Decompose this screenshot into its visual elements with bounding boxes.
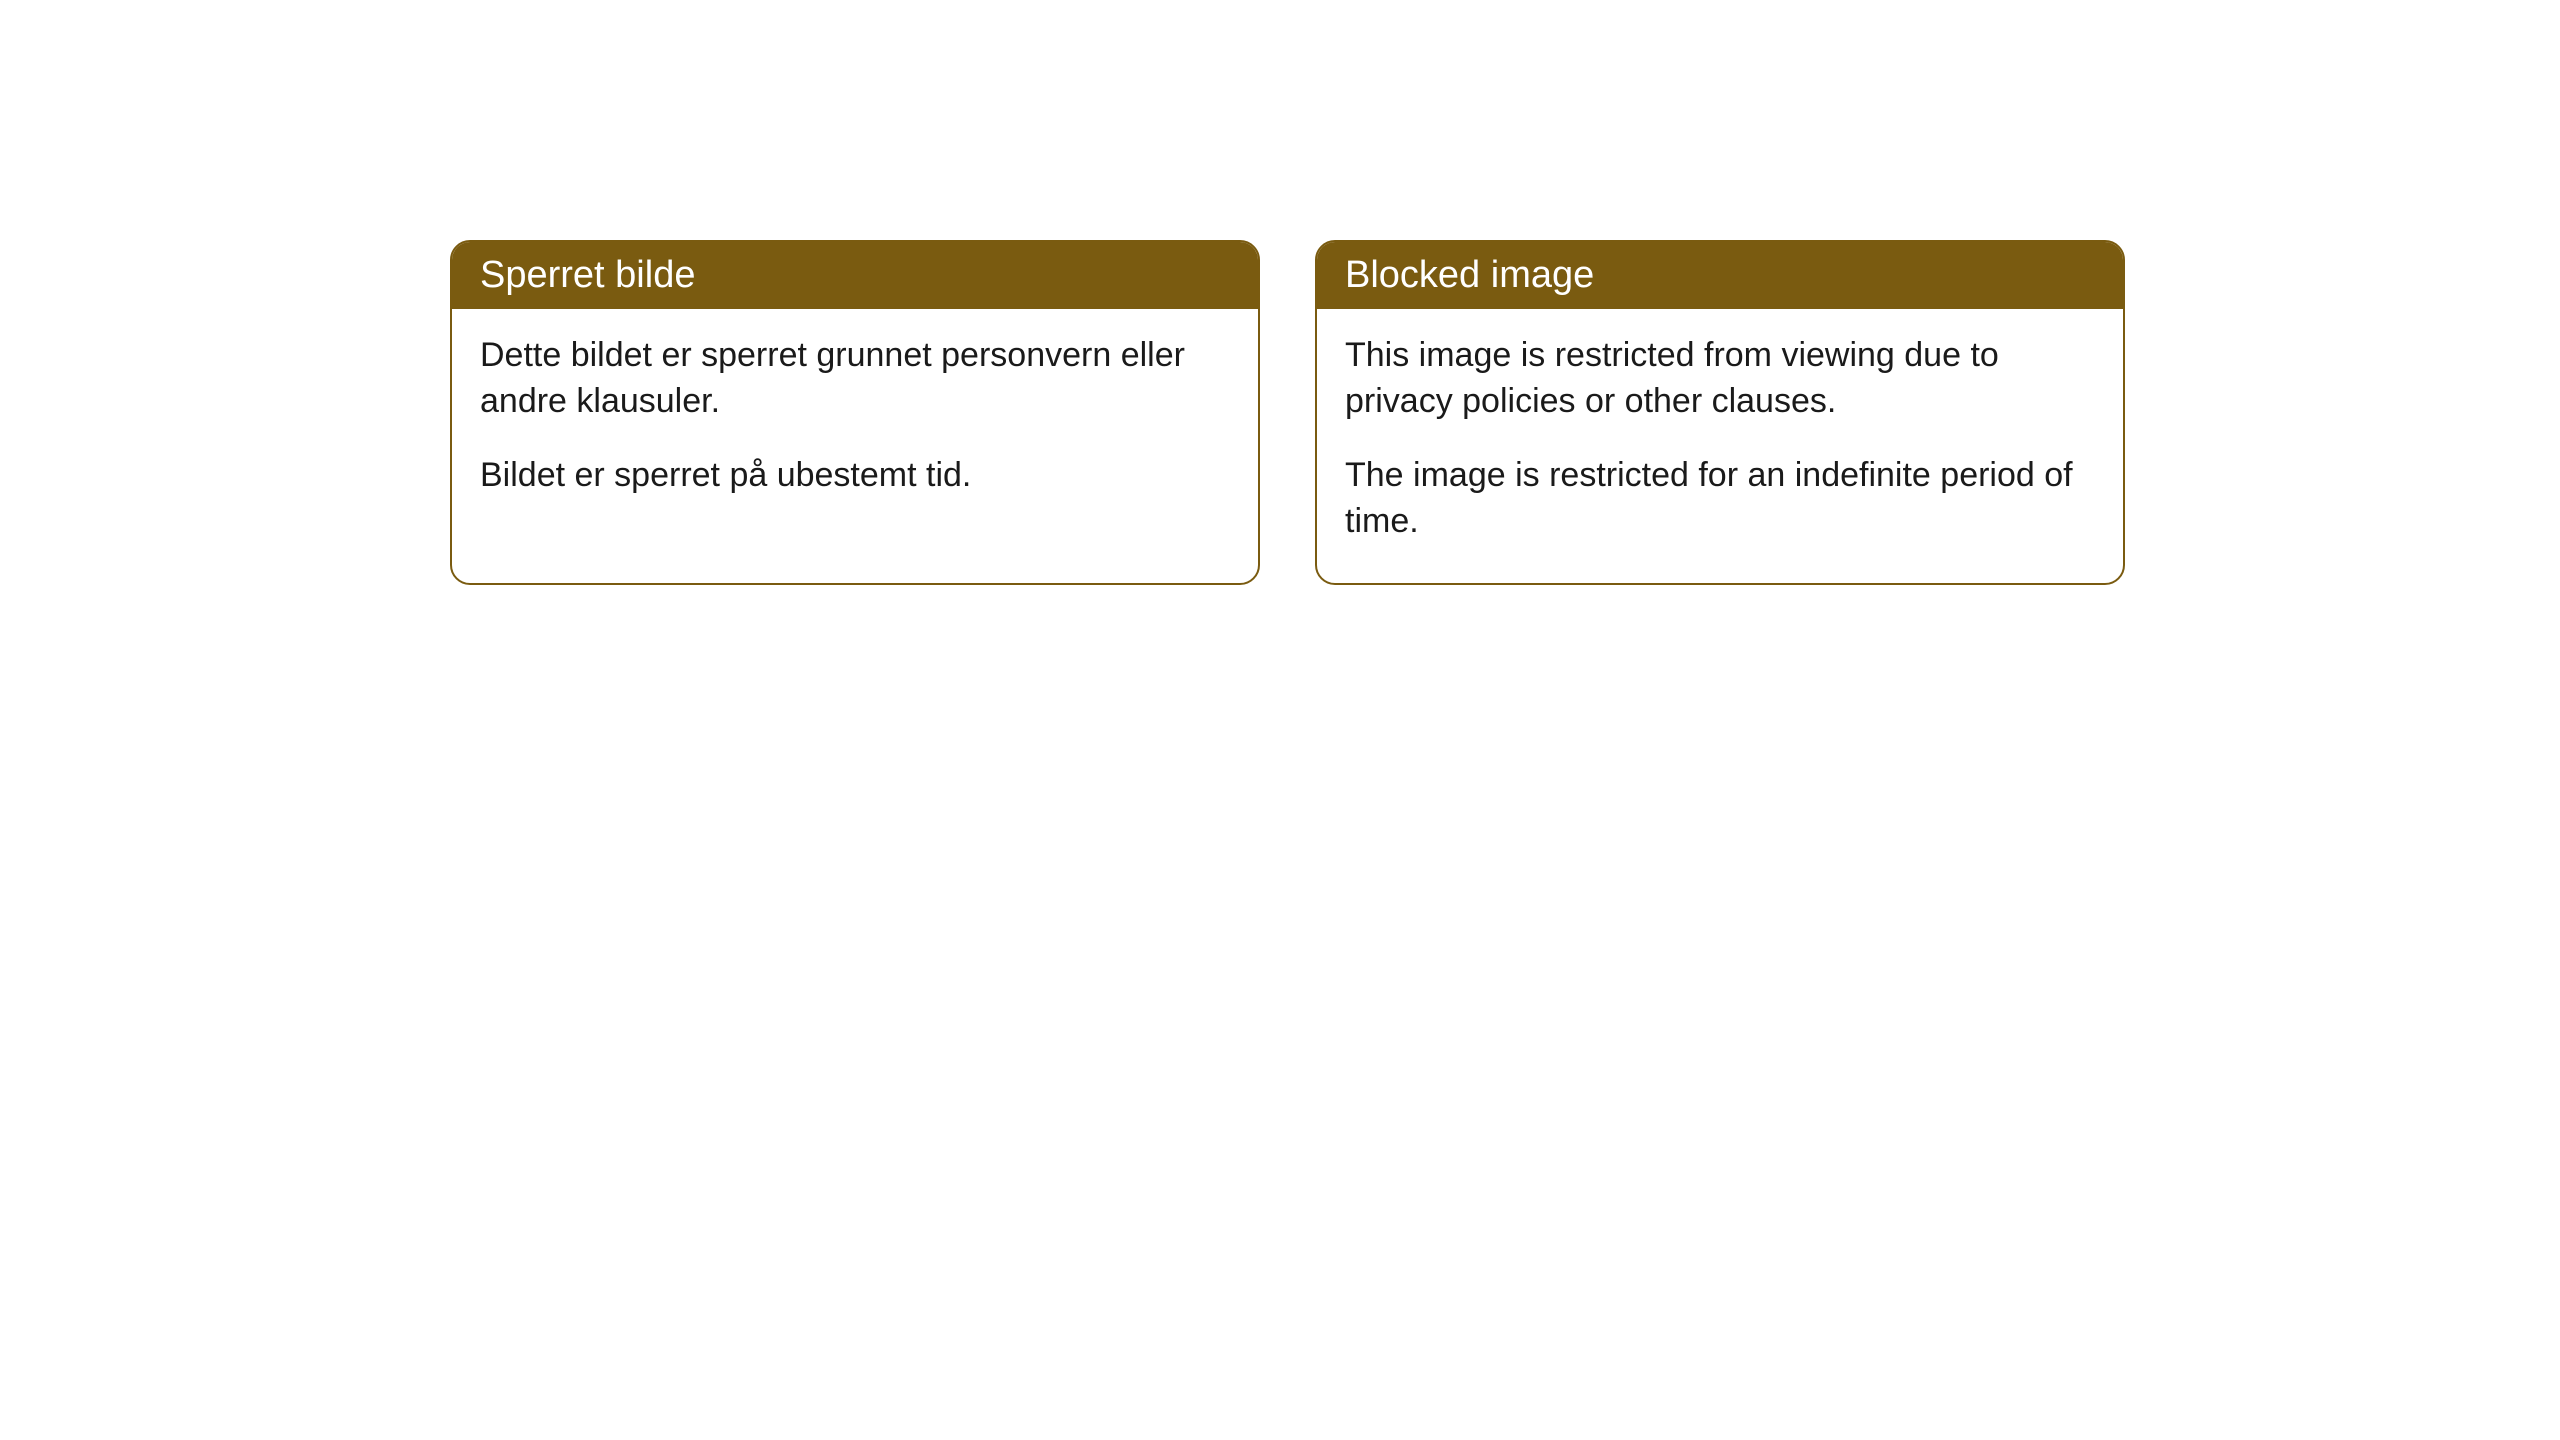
notice-paragraph: The image is restricted for an indefinit…: [1345, 453, 2095, 545]
notice-card-norwegian: Sperret bilde Dette bildet er sperret gr…: [450, 240, 1260, 585]
notice-paragraph: Dette bildet er sperret grunnet personve…: [480, 333, 1230, 425]
notice-paragraph: This image is restricted from viewing du…: [1345, 333, 2095, 425]
notice-container: Sperret bilde Dette bildet er sperret gr…: [0, 0, 2560, 585]
notice-paragraph: Bildet er sperret på ubestemt tid.: [480, 453, 1230, 499]
card-title: Sperret bilde: [452, 242, 1258, 309]
notice-card-english: Blocked image This image is restricted f…: [1315, 240, 2125, 585]
card-body: Dette bildet er sperret grunnet personve…: [452, 309, 1258, 537]
card-body: This image is restricted from viewing du…: [1317, 309, 2123, 583]
card-title: Blocked image: [1317, 242, 2123, 309]
